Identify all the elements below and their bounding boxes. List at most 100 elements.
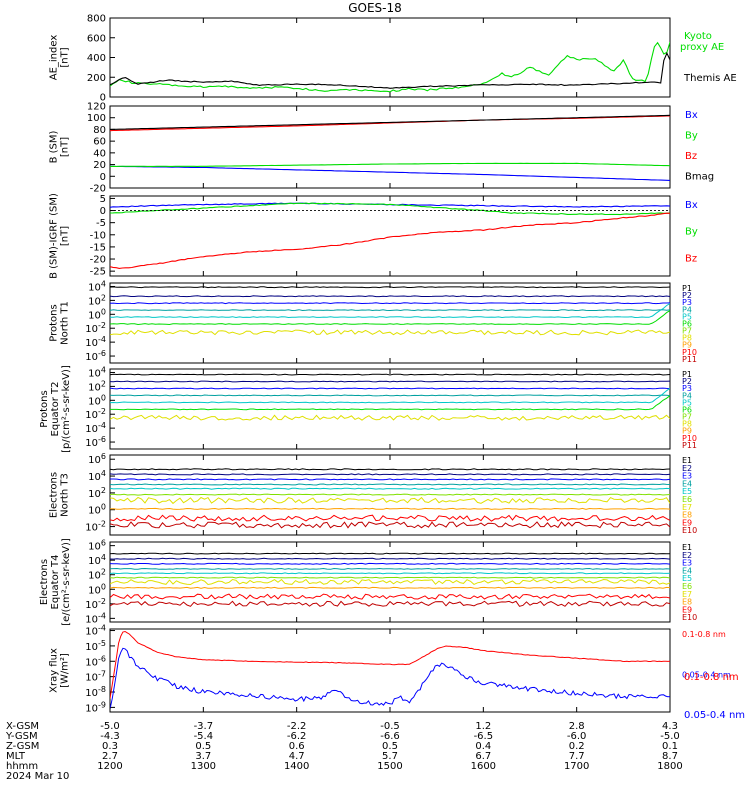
legend-entry: 0.05-0.4 nm — [682, 671, 731, 680]
x-axis-value: 0.2 — [569, 741, 585, 752]
y-axis-label: Protons — [49, 304, 60, 341]
series-line-p4 — [110, 309, 670, 312]
legend-entry: E2 — [682, 464, 692, 473]
legend-entry: P4 — [682, 305, 692, 314]
legend-entry: E9 — [682, 605, 692, 614]
legend-entry: P6 — [682, 319, 692, 328]
series-line-p2 — [110, 380, 670, 383]
series-lines — [110, 630, 670, 710]
series-line-e4 — [110, 483, 670, 486]
y-tick-label: -15 — [90, 242, 106, 253]
y-axis-label: [nT] — [60, 137, 71, 157]
chart-title: GOES-18 — [348, 1, 402, 15]
y-tick-label: 102 — [88, 379, 106, 393]
series-line-xray-0 — [110, 630, 670, 699]
series-line-e7 — [110, 578, 670, 586]
x-axis-value: 1300 — [191, 761, 216, 772]
legend-entry: E3 — [682, 559, 692, 568]
x-ticks — [109, 542, 671, 622]
y-tick-label: 104 — [88, 553, 106, 567]
y-tick-label: 800 — [87, 14, 106, 25]
legend-entry: E7 — [682, 503, 692, 512]
y-tick-label: 10-7 — [85, 670, 106, 684]
series-line-e5 — [110, 487, 670, 490]
series-line-p1 — [110, 373, 670, 376]
legend-entry: By — [685, 131, 698, 142]
legend: 0.1-0.8 nm0.05-0.4 nm0.1-0.8 nm0.05-0.4 … — [682, 630, 745, 721]
legend-entry: Themis AE — [683, 73, 737, 84]
y-tick-label: -10 — [90, 230, 106, 241]
series-line-p4 — [110, 394, 670, 397]
x-ticks — [109, 18, 671, 97]
x-axis-row-label: MLT — [6, 751, 26, 762]
series-line-bz — [110, 115, 670, 132]
y-tick-label: 104 — [88, 469, 106, 483]
legend-entry: P5 — [682, 312, 692, 321]
series-line-e2 — [110, 473, 670, 476]
y-tick-label: 0 — [100, 172, 106, 183]
x-axis-value: -6.6 — [380, 731, 400, 742]
series-line-bmag — [110, 114, 670, 130]
series-line-e2 — [110, 557, 670, 560]
x-axis-value: 8.7 — [662, 751, 678, 762]
x-axis-value: 0.1 — [662, 741, 678, 752]
series-line-e7 — [110, 496, 670, 505]
series-line-p3 — [110, 387, 670, 390]
x-axis-value: 0.5 — [195, 741, 211, 752]
legend-entry: E8 — [682, 511, 692, 520]
y-axis-label: [p/(cm²-s-sr-keV)] — [61, 365, 72, 453]
series-line-by — [110, 162, 670, 167]
series-line-by — [110, 202, 670, 216]
legend-entry: P10 — [682, 434, 697, 443]
x-axis-row-label: Z-GSM — [6, 741, 39, 752]
y-tick-label: 0 — [100, 206, 106, 217]
series-line-themis-ae — [110, 51, 670, 89]
x-ticks — [109, 283, 671, 363]
y-axis-label: [e/(cm²-s-sr-keV)] — [61, 538, 72, 626]
y-tick-label: 10-5 — [85, 639, 106, 653]
y-tick-label: 10-2 — [85, 321, 106, 335]
legend-entry: P10 — [682, 348, 697, 357]
y-tick-label: 104 — [88, 279, 106, 293]
series-line-e6 — [110, 576, 670, 579]
panel-8: 10-410-510-6 10-710-810-9 Xray flux [W/m²] 0… — [49, 624, 746, 721]
x-axis-value: -0.5 — [380, 721, 400, 732]
y-axis-label: B (SM)-IGRF (SM) — [49, 193, 60, 279]
series-line-e4 — [110, 567, 670, 570]
y-tick-labels: 106 104 102 100 10-2 — [85, 452, 115, 534]
legend-entry: E4 — [682, 479, 692, 488]
legend: Bx By Bz — [685, 200, 698, 264]
y-axis-label: [nT] — [60, 47, 71, 67]
legend-entry: P1 — [682, 284, 692, 293]
legend: Bx By Bz Bmag — [685, 110, 714, 183]
legend-entry: Bz — [685, 253, 697, 264]
legend-entry: P4 — [682, 391, 692, 400]
x-axis-value: 0.5 — [382, 741, 398, 752]
legend-entry: P6 — [682, 405, 692, 414]
series-line-e9 — [110, 514, 670, 522]
legend-entry: P9 — [682, 427, 692, 436]
y-tick-label: 10-8 — [85, 685, 106, 699]
x-axis-value: -4.3 — [100, 731, 120, 742]
legend-entry: E10 — [682, 613, 697, 622]
series-lines — [110, 286, 670, 336]
x-ticks — [109, 196, 671, 276]
y-axis-label: Protons — [39, 390, 50, 427]
series-line-e6 — [110, 493, 670, 496]
legend-entry: 0.1-0.8 nm — [682, 630, 726, 639]
y-tick-label: 10-6 — [85, 654, 106, 668]
x-axis-date: 2024 Mar 10 — [6, 771, 69, 782]
x-axis-value: 1800 — [657, 761, 682, 772]
y-tick-label: 10-4 — [85, 624, 106, 638]
legend-entry: E1 — [682, 543, 692, 552]
legend-entry: E6 — [682, 495, 692, 504]
x-axis-row-label: X-GSM — [6, 721, 39, 732]
y-tick-label: -20 — [90, 184, 106, 195]
series-line-bz — [110, 212, 670, 269]
series-line-e1 — [110, 468, 670, 471]
